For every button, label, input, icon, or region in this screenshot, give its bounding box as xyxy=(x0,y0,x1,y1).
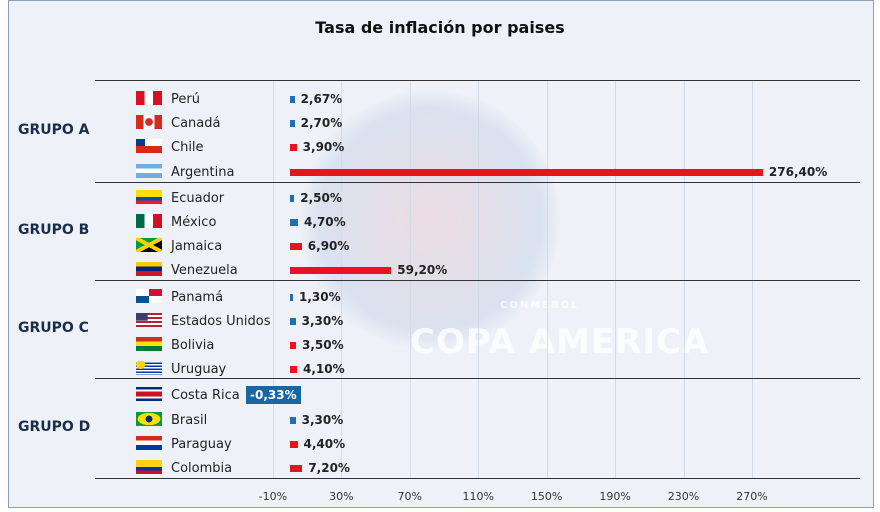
gridline xyxy=(615,80,617,478)
uruguay-flag-icon xyxy=(136,361,162,376)
group-label: GRUPO B xyxy=(18,222,90,238)
gridline xyxy=(478,80,480,478)
jamaica-flag-icon xyxy=(136,238,162,253)
country-name: Panamá xyxy=(171,289,224,305)
bar-canada xyxy=(290,120,295,128)
x-tick-label: 190% xyxy=(599,490,631,503)
x-tick-label: 110% xyxy=(462,490,494,503)
ecuador-flag-icon xyxy=(136,189,162,204)
country-name: Ecuador xyxy=(171,190,225,206)
country-name: Argentina xyxy=(171,164,235,180)
value-label: 4,10% xyxy=(303,362,345,377)
argentina-flag-icon xyxy=(136,163,162,178)
country-name: Bolivia xyxy=(171,338,215,353)
value-label: 3,50% xyxy=(301,338,344,352)
value-label: 2,67% xyxy=(300,92,343,106)
bar-panama xyxy=(290,293,293,301)
mexico-flag-icon xyxy=(136,214,162,228)
colombia-flag-icon xyxy=(136,460,162,474)
bar-ecuador xyxy=(290,194,295,202)
venezuela-flag-icon xyxy=(136,262,162,277)
copa-america-watermark-logo xyxy=(300,90,560,350)
value-label: 1,30% xyxy=(299,289,341,304)
x-tick-label: 30% xyxy=(329,490,354,503)
brazil-flag-icon xyxy=(136,411,162,426)
country-name: México xyxy=(171,215,217,230)
bar-usa xyxy=(290,317,296,325)
value-label: 7,20% xyxy=(308,461,350,475)
group-label: GRUPO A xyxy=(18,122,90,138)
x-tick-label: 230% xyxy=(667,490,700,503)
costa-rica-flag-icon xyxy=(136,387,162,402)
country-name: Colombia xyxy=(171,461,233,476)
country-name: Chile xyxy=(171,140,204,156)
country-name: Jamaica xyxy=(171,239,223,255)
group-divider xyxy=(95,378,860,379)
bolivia-flag-icon xyxy=(136,337,162,351)
gridline xyxy=(272,80,274,478)
country-name: Uruguay xyxy=(171,362,227,378)
bar-colombia xyxy=(290,465,303,472)
value-label: 4,70% xyxy=(304,215,346,229)
group-label: GRUPO D xyxy=(18,419,91,435)
value-label: 2,70% xyxy=(300,116,343,131)
country-name: Paraguay xyxy=(171,436,232,452)
value-label: 3,30% xyxy=(301,313,344,328)
bar-argentina xyxy=(290,168,763,176)
bar-paraguay xyxy=(290,440,298,448)
chile-flag-icon xyxy=(136,139,162,154)
panama-flag-icon xyxy=(136,288,162,303)
gridline xyxy=(341,80,343,478)
x-tick-label: -10% xyxy=(258,490,288,503)
watermark-copa-america: COPA AMERICA xyxy=(410,322,710,362)
x-tick-label: 150% xyxy=(530,490,563,503)
country-name: Perú xyxy=(171,92,200,107)
bar-mexico xyxy=(290,219,299,226)
bar-jamaica xyxy=(290,243,302,251)
country-name: Venezuela xyxy=(171,263,238,279)
bar-brazil xyxy=(290,416,296,424)
canada-flag-icon xyxy=(136,115,162,130)
bar-bolivia xyxy=(290,342,296,349)
bar-uruguay xyxy=(290,366,297,374)
value-label: 3,90% xyxy=(302,140,345,155)
value-label-negative: -0,33% xyxy=(246,386,301,405)
peru-flag-icon xyxy=(136,91,162,105)
gridline xyxy=(546,80,548,478)
usa-flag-icon xyxy=(136,312,162,327)
country-name: Canadá xyxy=(171,116,221,132)
value-label: 3,30% xyxy=(301,412,344,427)
country-name: Brasil xyxy=(171,412,208,428)
paraguay-flag-icon xyxy=(136,435,162,450)
group-divider xyxy=(95,182,860,183)
value-label: 6,90% xyxy=(307,239,350,254)
group-label: GRUPO C xyxy=(18,320,89,336)
x-tick-label: 70% xyxy=(397,490,422,503)
country-name: Estados Unidos xyxy=(171,313,271,329)
country-name: Costa Rica xyxy=(171,388,240,404)
group-divider xyxy=(95,478,860,479)
chart-title: Tasa de inflación por paises xyxy=(315,18,565,37)
value-label: 59,20% xyxy=(397,263,448,278)
watermark-conmebol: CONMEBOL xyxy=(500,300,580,311)
gridline xyxy=(751,80,753,478)
group-divider xyxy=(95,80,860,81)
value-label: 4,40% xyxy=(303,436,346,451)
x-tick-label: 270% xyxy=(736,490,768,503)
gridline xyxy=(409,80,411,478)
gridline xyxy=(683,80,685,478)
bar-peru xyxy=(290,96,295,103)
value-label: 276,40% xyxy=(768,164,828,179)
value-label: 2,50% xyxy=(300,190,342,205)
group-divider xyxy=(95,280,860,281)
bar-venezuela xyxy=(290,267,392,275)
bar-chile xyxy=(290,144,297,152)
